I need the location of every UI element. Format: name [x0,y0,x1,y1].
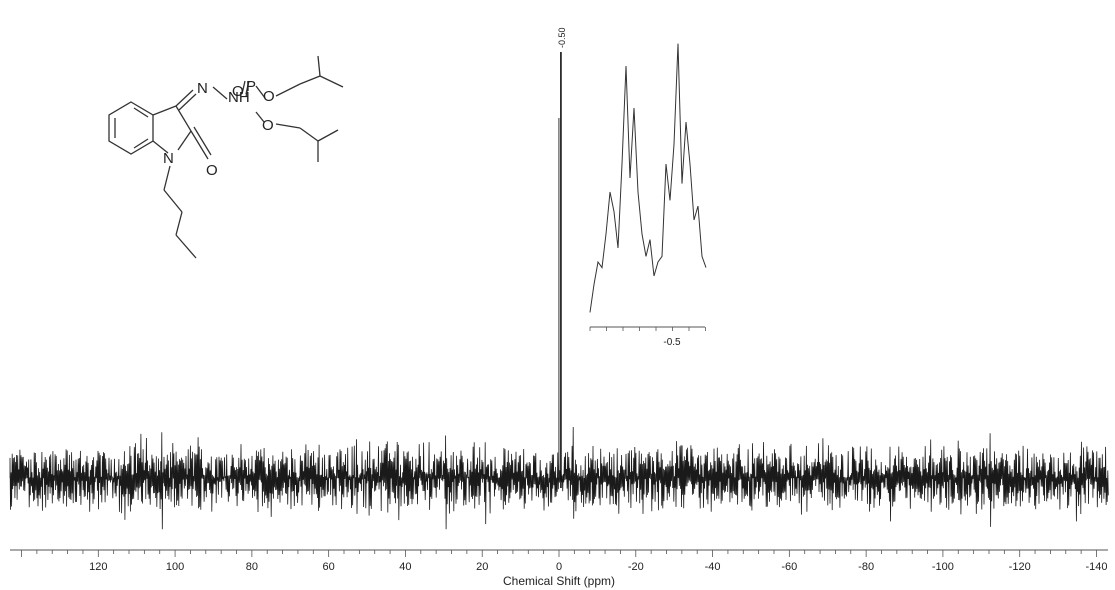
atom-o-ester1: O [263,88,275,105]
x-tick-label: 20 [476,561,488,573]
x-tick-label: -60 [781,561,797,573]
x-tick-label: 120 [89,561,107,573]
x-tick-label: -20 [628,561,644,573]
x-tick-label: 100 [166,561,184,573]
x-ticks: 120 100 80 60 40 20 0 -20 -40 -60 -80 -100 -120 -140 [21,550,1107,573]
x-tick-label: 80 [246,561,258,573]
atom-o-double: O [232,83,244,100]
chemical-structure [108,55,344,259]
x-tick-label: -40 [705,561,721,573]
inset-trace [589,43,707,313]
x-tick-label: 0 [556,561,562,573]
atom-n-ring: N [163,150,174,167]
inset-expansion: -0.5 [589,43,707,348]
atom-n-imine: N [197,80,208,97]
atom-labels: N NH P O O O N O [163,78,275,179]
x-tick-label: -140 [1085,561,1107,573]
peak-layer: -0.50 [557,27,567,488]
x-tick-label: 60 [323,561,335,573]
x-axis-label: Chemical Shift (ppm) [503,574,615,588]
x-tick-label: -120 [1009,561,1031,573]
peak-label: -0.50 [557,27,567,48]
inset-tick-label: -0.5 [663,337,681,348]
atom-o-ester2: O [262,117,274,134]
atom-o-carbonyl: O [206,162,218,179]
x-tick-label: -100 [932,561,954,573]
x-axis: 120 100 80 60 40 20 0 -20 -40 -60 -80 -100 -120 -140 … [10,549,1108,588]
x-tick-label: 40 [399,561,411,573]
plot-area: -0.50 [9,27,1109,530]
atom-p: P [246,78,256,95]
x-tick-label: -80 [858,561,874,573]
inset-ticks: -0.5 [589,327,706,348]
atom-nh: NH [228,89,250,106]
